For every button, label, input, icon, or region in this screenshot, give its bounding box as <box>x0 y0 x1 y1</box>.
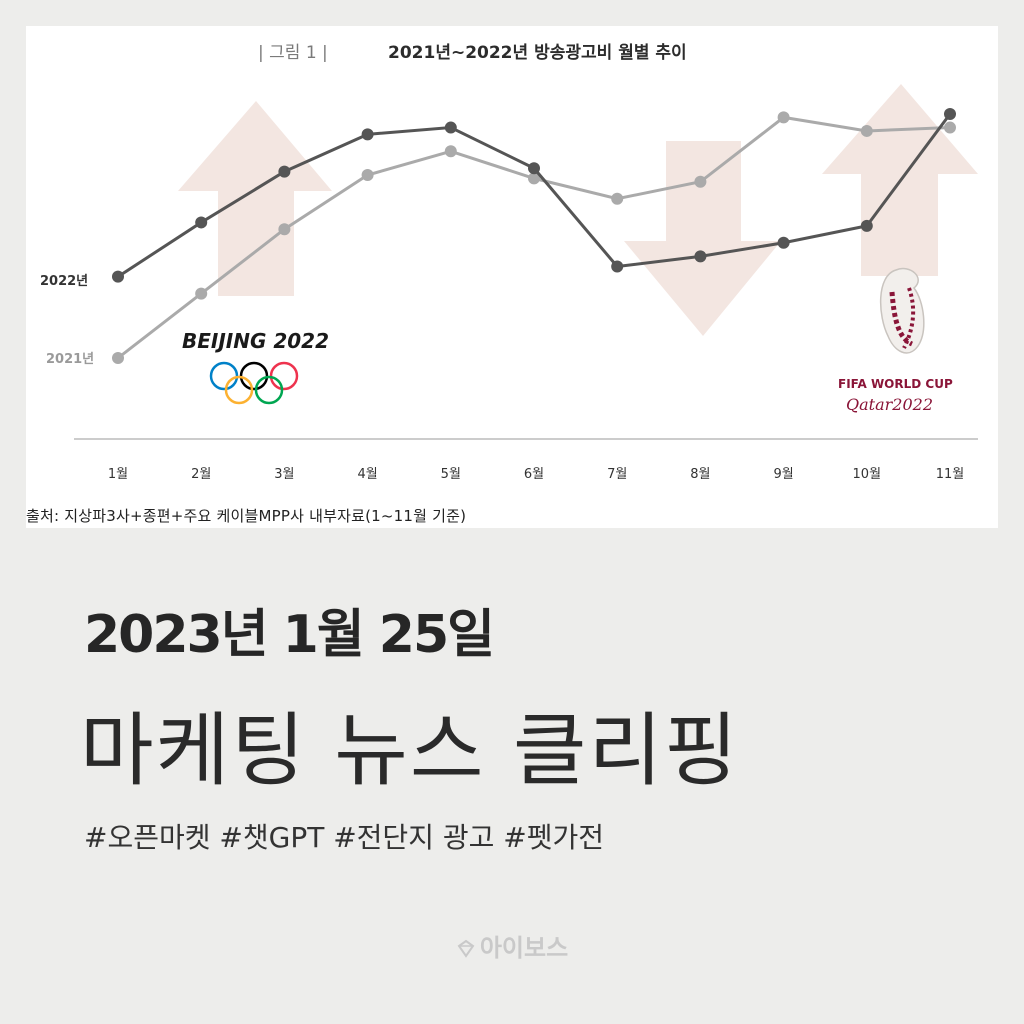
x-tick-label: 4월 <box>357 467 377 482</box>
hashtags: #오픈마켓 #챗GPT #전단지 광고 #펫가전 <box>84 821 605 854</box>
data-point <box>112 352 124 364</box>
x-tick-label: 3월 <box>274 467 294 482</box>
data-point <box>444 121 457 134</box>
data-point <box>278 165 291 178</box>
x-tick-label: 11월 <box>936 467 965 482</box>
data-point <box>278 223 291 236</box>
x-tick-label: 8월 <box>690 467 710 482</box>
data-point <box>195 287 208 300</box>
data-point <box>694 250 707 263</box>
chart-title: 2021년~2022년 방송광고비 월별 추이 <box>388 43 687 63</box>
qatar-text: Qatar2022 <box>846 395 933 414</box>
x-axis-ticks: 1월 2월 3월 4월 5월 6월 7월 8월 9월 10월 11월 <box>108 467 964 482</box>
diamond-logo-icon <box>457 939 475 958</box>
data-point <box>944 108 956 120</box>
fifa-world-cup-logo: FIFA WORLD CUP Qatar2022 <box>838 267 953 414</box>
data-point <box>195 216 208 229</box>
brand-name: 아이보스 <box>479 934 569 962</box>
beijing-logo-text: BEIJING 2022 <box>182 329 329 353</box>
data-point <box>444 145 457 158</box>
data-point <box>944 121 956 134</box>
series-layer <box>112 108 956 364</box>
x-tick-label: 7월 <box>607 467 627 482</box>
beijing-2022-logo: BEIJING 2022 <box>182 329 329 405</box>
decor-arrows <box>178 84 978 336</box>
fifa-emblem-icon <box>879 267 925 354</box>
data-point <box>694 175 707 188</box>
data-point <box>611 192 624 205</box>
figure-label: | 그림 1 | <box>258 43 328 63</box>
line-chart: | 그림 1 | 2021년~2022년 방송광고비 월별 추이 2022년 2… <box>40 43 978 482</box>
data-point <box>777 111 790 124</box>
down-arrow-middle-icon <box>624 141 781 336</box>
x-tick-label: 10월 <box>853 467 882 482</box>
olympic-rings-icon <box>209 361 299 405</box>
x-tick-label: 5월 <box>441 467 461 482</box>
x-tick-label: 9월 <box>773 467 793 482</box>
fifa-text: FIFA WORLD CUP <box>838 377 953 391</box>
chart-card: | 그림 1 | 2021년~2022년 방송광고비 월별 추이 2022년 2… <box>26 26 998 528</box>
series-label-2022: 2022년 <box>40 274 88 289</box>
data-point <box>528 162 540 175</box>
chart-source: 출처: 지상파3사+종편+주요 케이블MPP사 내부자료(1~11월 기준) <box>26 507 467 525</box>
brand-footer: 아이보스 <box>0 928 1024 963</box>
series-label-2021: 2021년 <box>46 352 94 367</box>
x-tick-label: 2월 <box>191 467 211 482</box>
headline-date: 2023년 1월 25일 <box>84 605 495 665</box>
data-point <box>860 219 873 232</box>
data-point <box>112 270 124 283</box>
data-point <box>361 169 374 181</box>
x-tick-label: 6월 <box>524 467 544 482</box>
data-point <box>860 124 873 137</box>
data-point <box>611 260 624 273</box>
data-point <box>361 128 374 141</box>
headline-title: 마케팅 뉴스 클리핑 <box>80 704 740 797</box>
data-point <box>777 236 790 249</box>
up-arrow-left-icon <box>178 101 332 296</box>
x-tick-label: 1월 <box>108 467 128 482</box>
data-point <box>528 172 540 185</box>
